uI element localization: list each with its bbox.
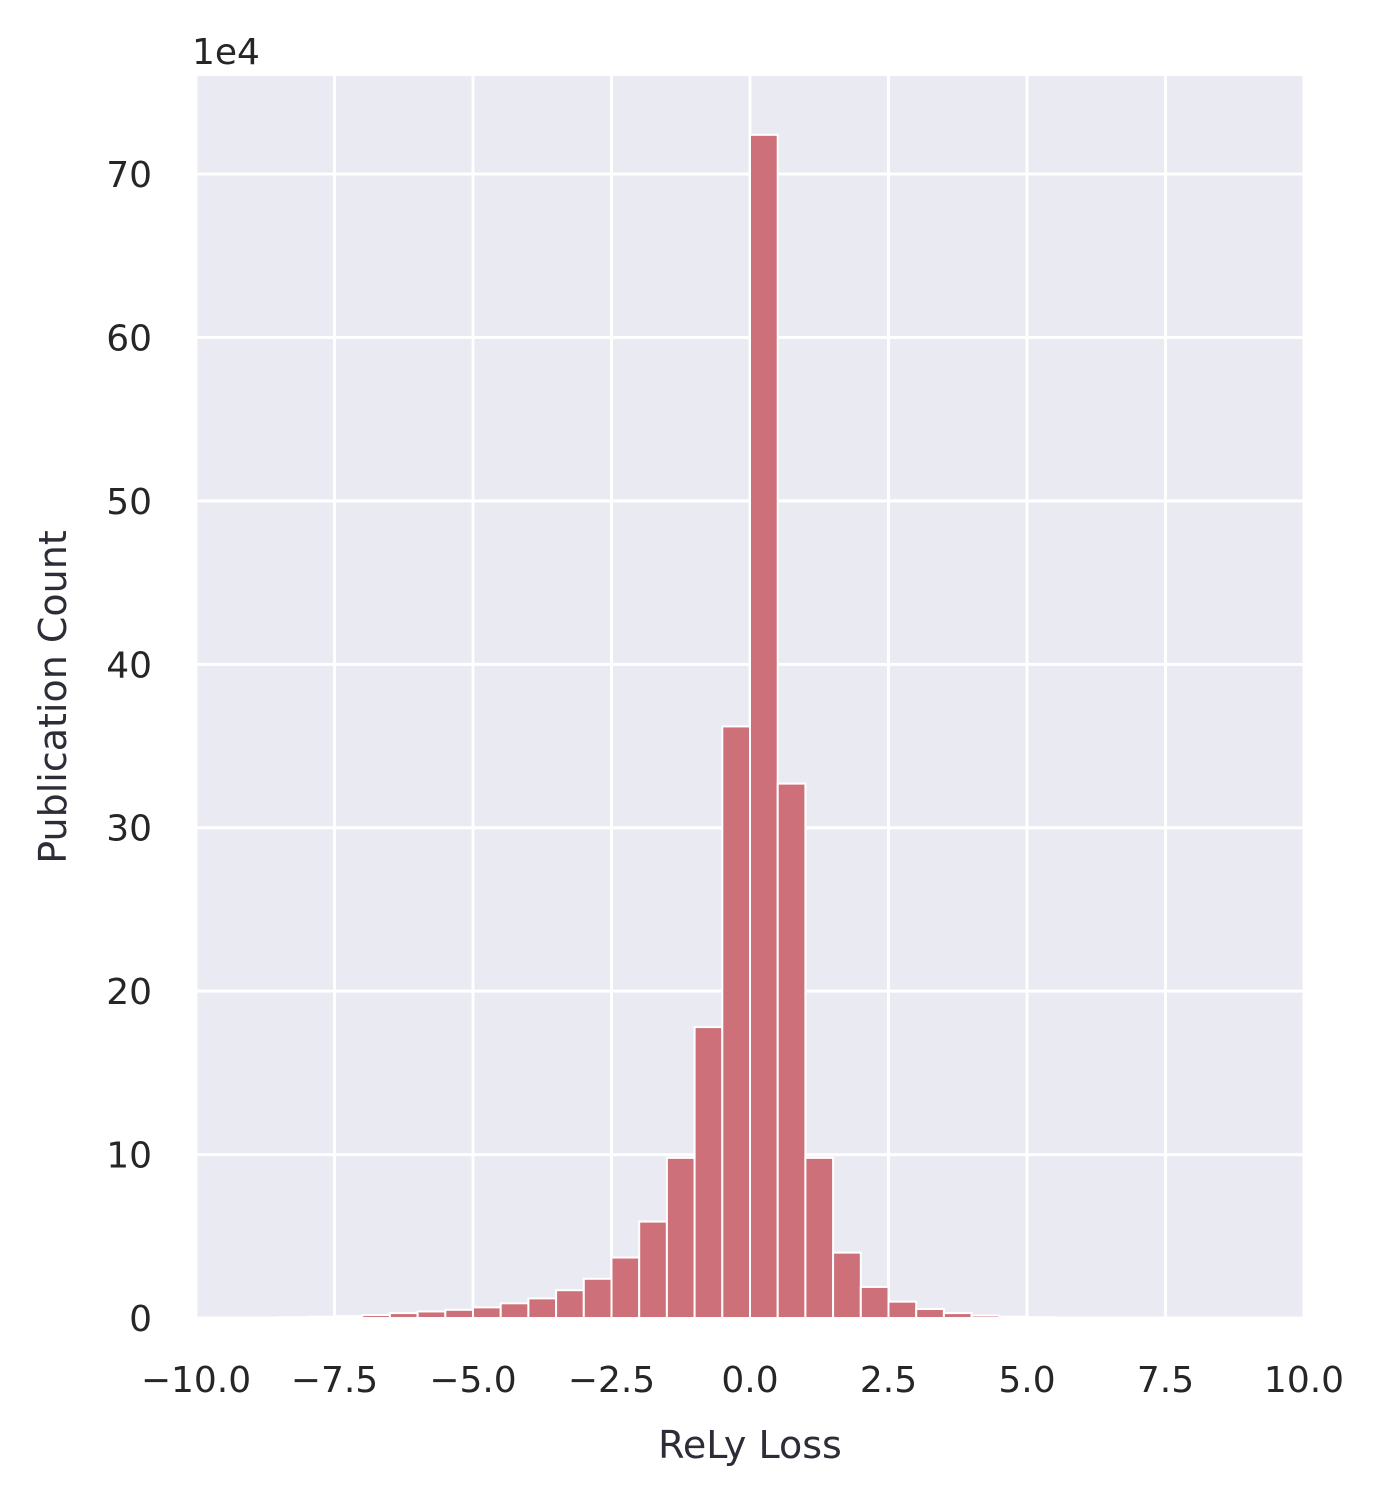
histogram-bar bbox=[776, 782, 807, 1319]
y-tick-label: 30 bbox=[106, 809, 152, 850]
y-tick-label: 0 bbox=[129, 1299, 152, 1340]
y-tick-label: 10 bbox=[106, 1136, 152, 1177]
histogram-bar bbox=[804, 1156, 835, 1320]
y-tick-label: 50 bbox=[106, 482, 152, 523]
bars bbox=[278, 133, 1139, 1320]
x-tick-label: 10.0 bbox=[1264, 1360, 1344, 1401]
histogram-bar bbox=[638, 1220, 668, 1319]
histogram-bar bbox=[305, 1315, 336, 1319]
x-axis-label: ReLy Loss bbox=[658, 1423, 842, 1467]
histogram-bar bbox=[610, 1256, 641, 1319]
histogram-bar bbox=[859, 1285, 890, 1319]
x-tick-labels: −10.0 −7.5 −5.0 −2.5 0.0 2.5 5.0 7.5 10.0 bbox=[141, 1360, 1344, 1401]
histogram-bar bbox=[998, 1315, 1028, 1319]
histogram-bar bbox=[582, 1277, 613, 1319]
histogram-bar bbox=[278, 1316, 308, 1319]
y-scale-label: 1e4 bbox=[192, 32, 260, 73]
x-tick-label: 2.5 bbox=[860, 1360, 917, 1401]
y-tick-label: 40 bbox=[106, 645, 152, 686]
histogram-bar bbox=[527, 1297, 558, 1320]
x-tick-label: −2.5 bbox=[568, 1360, 655, 1401]
histogram-bar bbox=[693, 1026, 724, 1319]
histogram-bar bbox=[555, 1289, 585, 1319]
histogram-bar bbox=[333, 1315, 364, 1319]
histogram-bar bbox=[832, 1251, 862, 1320]
x-tick-label: 7.5 bbox=[1137, 1360, 1194, 1401]
histogram-bar bbox=[416, 1310, 447, 1319]
histogram-bar bbox=[1026, 1316, 1056, 1319]
y-tick-label: 60 bbox=[106, 318, 152, 359]
y-tick-labels: 0 10 20 30 40 50 60 70 bbox=[106, 155, 152, 1340]
histogram-bar bbox=[472, 1306, 502, 1320]
x-tick-label: −5.0 bbox=[429, 1360, 516, 1401]
x-tick-label: 0.0 bbox=[721, 1360, 778, 1401]
x-tick-label: 5.0 bbox=[998, 1360, 1055, 1401]
x-tick-label: −10.0 bbox=[141, 1360, 251, 1401]
x-tick-label: −7.5 bbox=[291, 1360, 378, 1401]
histogram-bar bbox=[942, 1312, 973, 1320]
histogram-bar bbox=[388, 1312, 419, 1320]
y-axis-label: Publication Count bbox=[31, 530, 75, 863]
histogram-bar bbox=[915, 1308, 945, 1319]
histogram-bar bbox=[665, 1156, 696, 1320]
y-tick-label: 70 bbox=[106, 155, 152, 196]
histogram-bar bbox=[444, 1308, 474, 1320]
histogram-bar bbox=[721, 725, 751, 1319]
histogram-bar bbox=[887, 1300, 918, 1319]
histogram-bar bbox=[361, 1314, 391, 1320]
histogram-bar bbox=[749, 133, 779, 1320]
y-tick-label: 20 bbox=[106, 972, 152, 1013]
histogram-bar bbox=[499, 1302, 530, 1320]
histogram-bar bbox=[970, 1314, 1001, 1320]
